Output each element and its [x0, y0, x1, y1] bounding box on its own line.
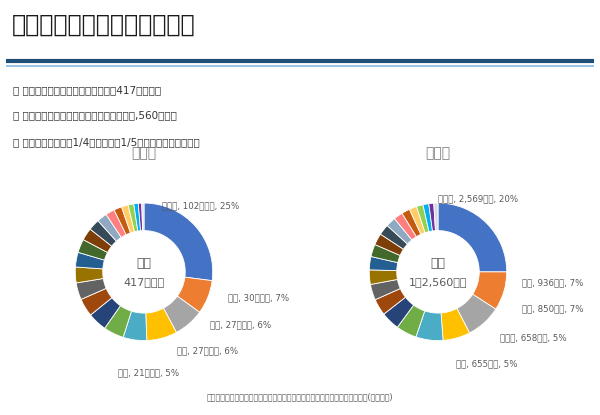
Wedge shape: [416, 311, 443, 341]
Wedge shape: [178, 277, 212, 312]
Text: ・ 令和３年の我が国の漁業生産額は１兆２,560億円。: ・ 令和３年の我が国の漁業生産額は１兆２,560億円。: [13, 110, 177, 120]
Wedge shape: [416, 205, 429, 233]
Wedge shape: [128, 204, 138, 232]
Wedge shape: [384, 297, 413, 327]
Wedge shape: [441, 308, 470, 340]
Wedge shape: [78, 239, 107, 260]
Wedge shape: [375, 288, 406, 314]
Wedge shape: [163, 296, 200, 332]
Wedge shape: [370, 279, 400, 300]
Wedge shape: [380, 225, 407, 249]
Wedge shape: [369, 270, 397, 285]
Wedge shape: [114, 207, 131, 235]
Wedge shape: [142, 203, 144, 231]
Text: 1兆2,560億円: 1兆2,560億円: [409, 277, 467, 287]
Wedge shape: [144, 203, 213, 281]
Text: 愛媛, 850億円, 7%: 愛媛, 850億円, 7%: [521, 305, 583, 314]
Wedge shape: [375, 234, 403, 256]
Text: 長崎, 27万トン, 6%: 長崎, 27万トン, 6%: [210, 320, 271, 329]
Wedge shape: [429, 203, 436, 231]
Wedge shape: [409, 207, 425, 234]
Text: 北海道, 102万トン, 25%: 北海道, 102万トン, 25%: [161, 201, 239, 210]
Wedge shape: [138, 203, 143, 231]
Wedge shape: [134, 203, 140, 231]
Wedge shape: [402, 209, 421, 237]
Wedge shape: [75, 267, 103, 283]
Wedge shape: [123, 311, 147, 341]
Wedge shape: [76, 278, 106, 299]
Wedge shape: [81, 288, 112, 315]
Text: 鹿児島, 658億円, 5%: 鹿児島, 658億円, 5%: [500, 333, 566, 342]
Wedge shape: [122, 205, 134, 233]
Text: ・ 北海道は、数量で1/4を、金額で1/5を占め、全国第１位。: ・ 北海道は、数量で1/4を、金額で1/5を占め、全国第１位。: [13, 137, 200, 147]
Wedge shape: [473, 272, 507, 309]
Wedge shape: [371, 244, 400, 263]
Text: 我が国における北海道水産業: 我が国における北海道水産業: [12, 13, 196, 37]
Wedge shape: [98, 215, 121, 241]
Wedge shape: [438, 203, 507, 272]
Text: 出典：農林水産省「令和３年漁業・養殖業生産統計、令和３年漁業産出額」(属人統計): 出典：農林水産省「令和３年漁業・養殖業生産統計、令和３年漁業産出額」(属人統計): [206, 392, 394, 401]
Wedge shape: [387, 219, 412, 244]
Text: ・ 令和３年の我が国の漁業生産量は417万トン。: ・ 令和３年の我が国の漁業生産量は417万トン。: [13, 85, 161, 95]
Wedge shape: [91, 298, 121, 328]
Text: 全国: 全国: [431, 257, 445, 270]
Wedge shape: [83, 229, 112, 252]
Wedge shape: [90, 221, 116, 246]
Wedge shape: [434, 203, 438, 231]
Text: 宮城, 655億円, 5%: 宮城, 655億円, 5%: [455, 360, 517, 369]
Text: 全国: 全国: [137, 257, 151, 270]
Wedge shape: [106, 210, 126, 237]
Wedge shape: [394, 213, 416, 240]
Text: 静岡, 21万トン, 5%: 静岡, 21万トン, 5%: [118, 369, 179, 378]
Text: 北海道, 2,569億円, 20%: 北海道, 2,569億円, 20%: [438, 195, 518, 204]
Wedge shape: [369, 256, 398, 271]
Title: 生産額: 生産額: [425, 146, 451, 161]
Wedge shape: [423, 204, 433, 232]
Wedge shape: [105, 306, 131, 337]
Text: 長崎, 936億円, 7%: 長崎, 936億円, 7%: [521, 278, 583, 287]
Text: 宮城, 27万トン, 6%: 宮城, 27万トン, 6%: [177, 347, 238, 356]
Wedge shape: [76, 252, 104, 269]
Wedge shape: [397, 305, 425, 337]
Text: 茨城, 30万トン, 7%: 茨城, 30万トン, 7%: [227, 294, 289, 303]
Text: 417万トン: 417万トン: [124, 277, 164, 287]
Wedge shape: [457, 294, 496, 333]
Title: 生産量: 生産量: [131, 146, 157, 161]
Wedge shape: [146, 308, 176, 340]
